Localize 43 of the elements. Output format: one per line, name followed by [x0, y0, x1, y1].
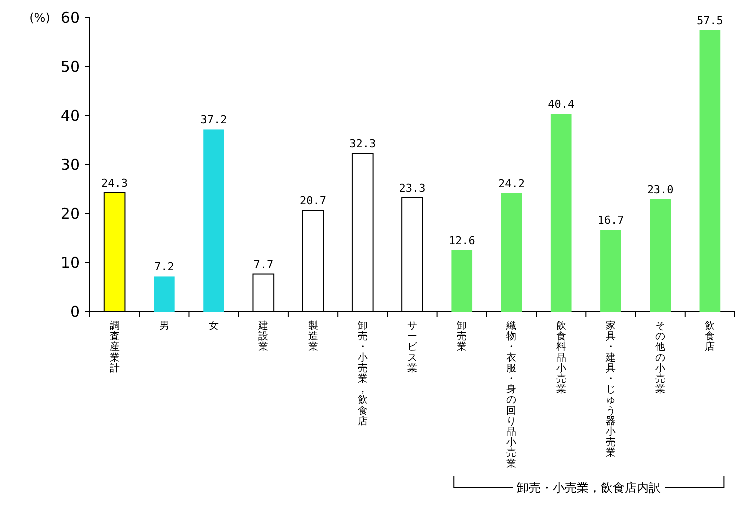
- x-tick-label: その他の小売業: [656, 321, 666, 396]
- data-label: 16.7: [598, 214, 624, 228]
- y-tick-label: 40: [60, 107, 80, 125]
- data-label: 23.3: [399, 182, 426, 195]
- data-label: 40.4: [548, 98, 575, 112]
- y-tick-label: 10: [60, 254, 80, 272]
- data-label: 12.6: [448, 234, 476, 248]
- x-tick-label: サービス業: [408, 321, 418, 374]
- x-tick-label: 飲食店: [705, 321, 716, 354]
- data-label: 24.2: [498, 177, 525, 190]
- bar: [650, 199, 671, 312]
- bar: [452, 250, 473, 312]
- x-tick-label: 飲食料品小売業: [556, 321, 566, 396]
- data-label: 20.7: [300, 194, 327, 208]
- y-axis-title: (%): [30, 11, 50, 25]
- category-label: 卸売・小売業，飲食店: [358, 321, 368, 428]
- data-label: 24.3: [102, 176, 128, 190]
- x-tick-label: 建設業: [258, 320, 269, 354]
- x-tick-label: 女: [209, 320, 220, 332]
- y-tick-label: 50: [60, 58, 80, 76]
- y-tick-label: 20: [60, 205, 80, 223]
- data-label: 57.5: [696, 14, 724, 28]
- y-tick-label: 30: [60, 156, 80, 174]
- x-tick-label: 男: [159, 321, 170, 332]
- data-label: 37.2: [200, 114, 228, 127]
- x-tick-label: 調査産業計: [110, 320, 120, 374]
- y-tick-label: 0: [70, 303, 80, 321]
- data-label: 32.3: [350, 138, 376, 151]
- text: 卸売・小売業，飲食店内訳: [513, 480, 666, 496]
- y-tick-label: 60: [60, 9, 80, 27]
- x-tick-label: 製造業: [308, 320, 318, 354]
- bar: [154, 276, 175, 312]
- bar: [700, 30, 721, 312]
- data-label: 7.2: [154, 260, 174, 274]
- x-tick-label: 卸売業: [457, 320, 468, 354]
- data-label: 23.0: [647, 183, 674, 196]
- bar: [501, 193, 522, 312]
- category-label: 織物・衣服・身の回り品小売業: [506, 321, 517, 470]
- bar: [550, 114, 572, 312]
- data-label: 7.7: [254, 258, 274, 272]
- category-label: 家具・建具・じゅう器小売業: [606, 321, 616, 460]
- bar: [204, 130, 224, 312]
- bar: [600, 230, 622, 312]
